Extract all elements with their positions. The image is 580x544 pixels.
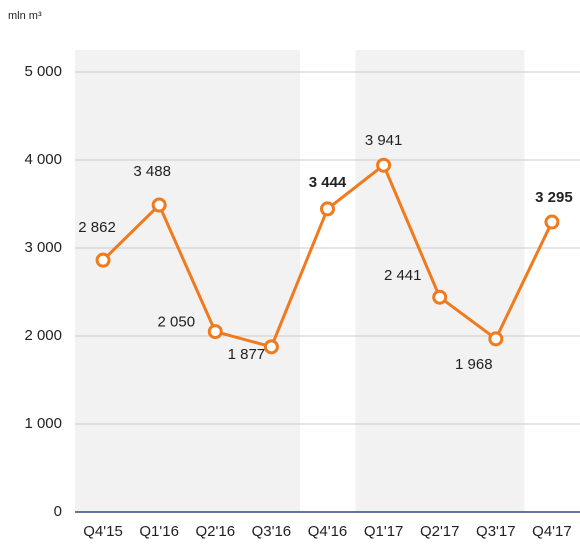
data-label: 2 050 xyxy=(158,314,196,331)
band xyxy=(131,50,188,512)
x-tick-label: Q4'15 xyxy=(83,523,123,540)
y-tick-label: 4 000 xyxy=(24,151,62,168)
y-tick-label: 2 000 xyxy=(24,327,62,344)
data-label: 1 877 xyxy=(228,346,266,363)
x-tick-label: Q2'17 xyxy=(420,523,460,540)
x-tick-label: Q4'17 xyxy=(532,523,572,540)
band xyxy=(411,50,469,512)
point xyxy=(320,201,335,217)
x-tick-label: Q3'16 xyxy=(252,523,292,540)
point xyxy=(151,197,167,213)
data-label: 3 295 xyxy=(535,189,573,206)
band xyxy=(355,50,413,512)
point xyxy=(263,339,279,355)
x-tick-label: Q2'16 xyxy=(195,523,235,540)
point xyxy=(488,331,504,347)
band xyxy=(187,50,244,512)
band xyxy=(467,50,525,512)
data-label: 2 862 xyxy=(78,219,116,236)
data-label: 1 968 xyxy=(455,356,493,373)
data-label: 2 441 xyxy=(384,267,422,284)
x-tick-label: Q1'17 xyxy=(364,523,404,540)
y-tick-label: 1 000 xyxy=(24,415,62,432)
y-axis-label: mln m³ xyxy=(8,10,42,22)
point xyxy=(544,214,560,230)
point xyxy=(376,157,392,173)
x-tick-label: Q3'17 xyxy=(476,523,516,540)
band xyxy=(75,50,132,512)
y-tick-label: 0 xyxy=(54,503,62,520)
band xyxy=(243,50,300,512)
y-tick-label: 5 000 xyxy=(24,63,62,80)
data-label: 3 444 xyxy=(309,174,347,191)
y-tick-label: 3 000 xyxy=(24,239,62,256)
point xyxy=(95,252,111,268)
data-label: 3 488 xyxy=(133,163,171,180)
data-label: 3 941 xyxy=(365,132,403,149)
point xyxy=(432,289,448,305)
point xyxy=(207,324,223,340)
x-tick-label: Q1'16 xyxy=(139,523,179,540)
x-tick-label: Q4'16 xyxy=(308,523,348,540)
